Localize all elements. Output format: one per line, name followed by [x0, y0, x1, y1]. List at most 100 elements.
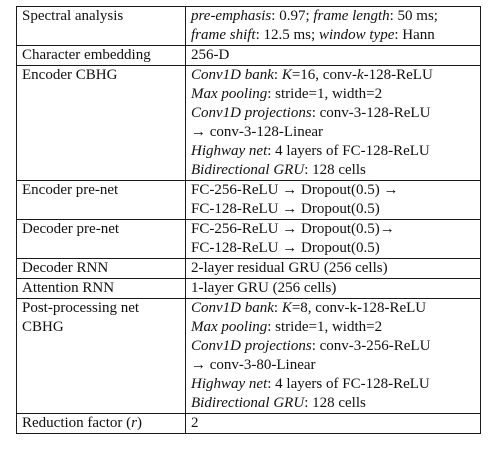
parameter-value-line: pre-emphasis: 0.97; frame length: 50 ms; — [191, 7, 475, 26]
parameter-value-cell: FC-256-ReLU → Dropout(0.5) → FC-128-ReLU … — [185, 180, 481, 220]
parameter-value-text: : 4 layers of FC-128-ReLU — [267, 143, 430, 159]
parameter-value-text: : 12.5 ms; — [255, 27, 319, 43]
parameter-value-term: k — [356, 67, 364, 83]
parameter-value-term: frame shift — [191, 27, 256, 43]
parameter-value-term: Conv1D projections — [191, 338, 312, 354]
parameter-value-line: Max pooling: stride=1, width=2 — [191, 85, 475, 104]
parameter-value-text: : stride=1, width=2 — [267, 319, 383, 335]
parameter-name-line: Decoder RNN — [22, 260, 109, 276]
parameter-value-term: Conv1D projections — [191, 105, 312, 121]
table-row: Encoder CBHG Conv1D bank: K=16, conv-k-12… — [16, 65, 481, 181]
parameter-value-line: → conv-3-128-Linear — [191, 123, 475, 142]
parameter-value-text: FC-256-ReLU → Dropout(0.5) → — [191, 182, 399, 198]
parameter-value-term: Conv1D bank — [191, 67, 274, 83]
parameter-value-text: : 50 ms; — [389, 8, 438, 24]
parameter-value-text: FC-128-ReLU → Dropout(0.5) — [191, 201, 380, 217]
parameter-name-line: Spectral analysis — [22, 8, 124, 24]
parameter-value-text: : 4 layers of FC-128-ReLU — [267, 376, 430, 392]
parameter-value-text: 2-layer residual GRU (256 cells) — [191, 260, 388, 276]
parameter-value-cell: Conv1D bank: K=16, conv-k-128-ReLU Max po… — [185, 65, 481, 181]
table-row: Reduction factor (r) 2 — [16, 413, 481, 434]
parameter-value-line: Conv1D bank: K=16, conv-k-128-ReLU — [191, 66, 475, 85]
parameter-name-cell: Character embedding — [16, 45, 186, 66]
parameter-value-text: → conv-3-80-Linear — [191, 357, 316, 373]
parameter-value-term: Bidirectional GRU — [191, 162, 305, 178]
parameter-value-line: Conv1D projections: conv-3-128-ReLU — [191, 104, 475, 123]
parameter-name-cell: Reduction factor (r) — [16, 413, 186, 434]
parameter-value-line: 2 — [191, 414, 475, 433]
parameter-value-cell: 256-D — [185, 45, 481, 66]
table-row: Attention RNN 1-layer GRU (256 cells) — [16, 278, 481, 299]
parameter-name-line: CBHG — [22, 319, 64, 335]
parameter-name-cell: Post-processing net CBHG — [16, 298, 186, 414]
parameter-value-line: FC-256-ReLU → Dropout(0.5) → — [191, 181, 475, 200]
table-row: Decoder RNN 2-layer residual GRU (256 cel… — [16, 258, 481, 279]
parameter-value-line: FC-128-ReLU → Dropout(0.5) — [191, 239, 475, 258]
parameter-name-line: Attention RNN — [22, 280, 115, 296]
parameter-value-text: -128-ReLU — [363, 67, 433, 83]
parameter-name-cell: Encoder pre-net — [16, 180, 186, 220]
parameter-value-text: 1-layer GRU (256 cells) — [191, 280, 337, 296]
parameter-name-text: Reduction factor ( — [22, 415, 132, 431]
parameter-value-cell: 2-layer residual GRU (256 cells) — [185, 258, 481, 279]
parameter-value-text: : 0.97; — [271, 8, 314, 24]
parameter-value-term: frame length — [313, 8, 390, 24]
parameter-name-cell: Attention RNN — [16, 278, 186, 299]
parameter-value-term: window type — [318, 27, 395, 43]
parameter-value-cell: FC-256-ReLU → Dropout(0.5)→ FC-128-ReLU →… — [185, 219, 481, 259]
parameter-value-line: → conv-3-80-Linear — [191, 356, 475, 375]
parameter-name-line: Decoder pre-net — [22, 221, 120, 237]
parameter-value-line: Conv1D bank: K=8, conv-k-128-ReLU — [191, 299, 475, 318]
parameter-value-term: pre-emphasis — [191, 8, 272, 24]
parameter-value-line: FC-256-ReLU → Dropout(0.5)→ — [191, 220, 475, 239]
parameter-value-line: 1-layer GRU (256 cells) — [191, 279, 475, 298]
parameter-value-line: 256-D — [191, 46, 475, 65]
parameter-value-text: : conv-3-256-ReLU — [311, 338, 431, 354]
parameter-name-cell: Spectral analysis — [16, 6, 186, 46]
parameter-value-term: Max pooling — [191, 86, 268, 102]
parameter-value-term: Highway net — [191, 143, 268, 159]
parameter-name-line: Encoder pre-net — [22, 182, 119, 198]
parameter-value-text: : stride=1, width=2 — [267, 86, 383, 102]
table-body: Spectral analysis pre-emphasis: 0.97; fra… — [16, 6, 481, 434]
parameter-name-line: Character embedding — [22, 47, 151, 63]
parameter-value-line: Max pooling: stride=1, width=2 — [191, 318, 475, 337]
parameter-value-text: : 128 cells — [304, 162, 366, 178]
parameter-value-cell: 2 — [185, 413, 481, 434]
parameter-name-cell: Encoder CBHG — [16, 65, 186, 181]
hyperparameter-table: Spectral analysis pre-emphasis: 0.97; fra… — [16, 6, 481, 434]
parameter-value-text: : conv-3-128-ReLU — [311, 105, 431, 121]
parameter-value-text: FC-256-ReLU → Dropout(0.5)→ — [191, 221, 395, 237]
table-row: Decoder pre-net FC-256-ReLU → Dropout(0.5… — [16, 219, 481, 259]
parameter-value-line: Bidirectional GRU: 128 cells — [191, 161, 475, 180]
parameter-value-text: : Hann — [394, 27, 435, 43]
parameter-value-text: : 128 cells — [304, 395, 366, 411]
parameter-name-cell: Decoder RNN — [16, 258, 186, 279]
parameter-value-text: =16, conv- — [291, 67, 357, 83]
parameter-value-text: : — [273, 300, 282, 316]
parameter-value-term: K — [281, 300, 292, 316]
table-row: Post-processing net CBHG Conv1D bank: K=8,… — [16, 298, 481, 414]
parameter-value-term: Conv1D bank — [191, 300, 274, 316]
parameter-value-cell: pre-emphasis: 0.97; frame length: 50 ms;… — [185, 6, 481, 46]
parameter-name-line: Encoder CBHG — [22, 67, 118, 83]
parameter-value-line: Conv1D projections: conv-3-256-ReLU — [191, 337, 475, 356]
parameter-value-line: FC-128-ReLU → Dropout(0.5) — [191, 200, 475, 219]
parameter-value-text: 256-D — [191, 47, 230, 63]
parameter-value-term: Max pooling — [191, 319, 268, 335]
parameter-value-text: → conv-3-128-Linear — [191, 124, 324, 140]
parameter-name-line: Post-processing net — [22, 300, 140, 316]
parameter-value-text: FC-128-ReLU → Dropout(0.5) — [191, 240, 380, 256]
parameter-value-line: 2-layer residual GRU (256 cells) — [191, 259, 475, 278]
parameter-name-cell: Decoder pre-net — [16, 219, 186, 259]
parameter-name-text: r — [131, 415, 137, 431]
parameter-value-term: Bidirectional GRU — [191, 395, 305, 411]
parameter-value-cell: 1-layer GRU (256 cells) — [185, 278, 481, 299]
table-row: Spectral analysis pre-emphasis: 0.97; fra… — [16, 6, 481, 46]
parameter-name-text: ) — [136, 415, 142, 431]
parameter-value-text: =8, conv-k-128-ReLU — [291, 300, 427, 316]
parameter-value-line: Highway net: 4 layers of FC-128-ReLU — [191, 375, 475, 394]
parameter-value-line: Bidirectional GRU: 128 cells — [191, 394, 475, 413]
parameter-value-line: frame shift: 12.5 ms; window type: Hann — [191, 26, 475, 45]
table-row: Encoder pre-net FC-256-ReLU → Dropout(0.5… — [16, 180, 481, 220]
